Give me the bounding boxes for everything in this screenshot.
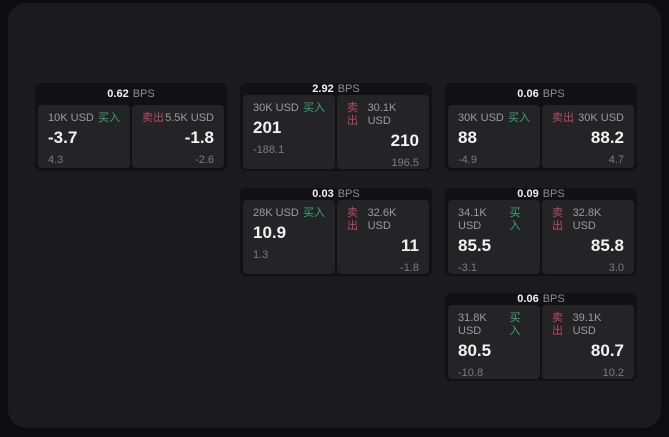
quote-card: 0.09 BPS 34.1K USD 买入 85.5 -3.1 卖出 32.8K…	[445, 188, 637, 276]
bps-header: 0.62 BPS	[35, 83, 227, 105]
sell-panel[interactable]: 卖出 30.1K USD 210 196.5	[337, 95, 429, 169]
buy-side-label: 买入	[508, 112, 530, 124]
bps-value: 0.03	[312, 188, 334, 200]
sell-amount: 32.8K USD	[572, 207, 602, 232]
bps-unit-label: BPS	[132, 88, 155, 100]
sell-side-label: 卖出	[347, 207, 358, 232]
sell-panel[interactable]: 卖出 5.5K USD -1.8 -2.6	[132, 105, 224, 168]
buy-delta: -3.1	[458, 262, 477, 274]
buy-sell-panels: 10K USD 买入 -3.7 4.3 卖出 5.5K USD -1.8 -2.…	[35, 105, 227, 171]
sell-panel[interactable]: 卖出 32.6K USD 11 -1.8	[337, 200, 429, 274]
sell-side-label: 卖出	[552, 207, 563, 232]
bps-unit-label: BPS	[542, 293, 565, 305]
bps-unit-label: BPS	[542, 88, 565, 100]
buy-sell-panels: 28K USD 买入 10.9 1.3 卖出 32.6K USD 11 -1.8	[240, 200, 432, 277]
buy-side-label: 买入	[303, 102, 325, 114]
bps-value: 0.06	[517, 293, 539, 305]
buy-price: 85.5	[458, 236, 492, 255]
sell-amount: 32.6K USD	[367, 207, 397, 232]
sell-side-label: 卖出	[347, 102, 358, 127]
buy-delta: -188.1	[253, 144, 285, 156]
buy-side-label: 买入	[509, 207, 521, 232]
quote-cards-grid: 0.62 BPS 10K USD 买入 -3.7 4.3 卖出 5.5K USD	[35, 83, 637, 381]
bps-header: 2.92 BPS	[240, 83, 432, 95]
bps-value: 2.92	[312, 83, 334, 95]
quote-card: 0.06 BPS 31.8K USD 买入 80.5 -10.8 卖出 39.1…	[445, 293, 637, 381]
buy-side-label: 买入	[509, 312, 521, 337]
bps-header: 0.03 BPS	[240, 188, 432, 200]
buy-delta: -10.8	[458, 367, 484, 379]
sell-delta: 10.2	[602, 367, 624, 379]
sell-panel[interactable]: 卖出 39.1K USD 80.7 10.2	[542, 305, 634, 379]
bps-value: 0.09	[517, 188, 539, 200]
quote-card: 0.62 BPS 10K USD 买入 -3.7 4.3 卖出 5.5K USD	[35, 83, 227, 171]
buy-sell-panels: 30K USD 买入 88 -4.9 卖出 30K USD 88.2 4.7	[445, 105, 637, 171]
sell-side-label: 卖出	[552, 112, 574, 124]
sell-amount: 39.1K USD	[572, 312, 602, 337]
bps-unit-label: BPS	[337, 188, 360, 200]
buy-price: 80.5	[458, 341, 492, 360]
buy-panel[interactable]: 10K USD 买入 -3.7 4.3	[38, 105, 130, 168]
buy-panel[interactable]: 31.8K USD 买入 80.5 -10.8	[448, 305, 540, 379]
sell-delta: -1.8	[400, 262, 419, 274]
quote-card: 0.06 BPS 30K USD 买入 88 -4.9 卖出 30K USD	[445, 83, 637, 171]
bps-header: 0.06 BPS	[445, 293, 637, 305]
buy-delta: 1.3	[253, 249, 269, 261]
buy-price: 10.9	[253, 223, 287, 242]
sell-side-label: 卖出	[552, 312, 563, 337]
buy-amount: 30K USD	[253, 102, 299, 114]
buy-side-label: 买入	[303, 207, 325, 219]
buy-amount: 31.8K USD	[458, 312, 487, 337]
sell-delta: 196.5	[391, 157, 419, 169]
buy-price: -3.7	[48, 128, 78, 147]
app-panel: 0.62 BPS 10K USD 买入 -3.7 4.3 卖出 5.5K USD	[8, 3, 661, 428]
sell-panel[interactable]: 卖出 30K USD 88.2 4.7	[542, 105, 634, 168]
buy-delta: -4.9	[458, 154, 477, 166]
sell-amount: 5.5K USD	[165, 112, 214, 124]
bps-value: 0.62	[107, 88, 129, 100]
bps-header: 0.06 BPS	[445, 83, 637, 105]
sell-delta: 4.7	[608, 154, 624, 166]
buy-price: 88	[458, 128, 477, 147]
sell-side-label: 卖出	[142, 112, 164, 124]
buy-panel[interactable]: 28K USD 买入 10.9 1.3	[243, 200, 335, 274]
quote-card: 2.92 BPS 30K USD 买入 201 -188.1 卖出 30.1K …	[240, 83, 432, 171]
sell-delta: 3.0	[608, 262, 624, 274]
buy-panel[interactable]: 30K USD 买入 88 -4.9	[448, 105, 540, 168]
buy-sell-panels: 31.8K USD 买入 80.5 -10.8 卖出 39.1K USD 80.…	[445, 305, 637, 382]
buy-panel[interactable]: 30K USD 买入 201 -188.1	[243, 95, 335, 169]
buy-price: 201	[253, 118, 282, 137]
buy-panel[interactable]: 34.1K USD 买入 85.5 -3.1	[448, 200, 540, 274]
buy-amount: 30K USD	[458, 112, 504, 124]
sell-price: 85.8	[590, 236, 624, 255]
buy-sell-panels: 34.1K USD 买入 85.5 -3.1 卖出 32.8K USD 85.8…	[445, 200, 637, 277]
sell-price: 88.2	[590, 128, 624, 147]
sell-price: 80.7	[590, 341, 624, 360]
sell-amount: 30.1K USD	[367, 102, 397, 127]
sell-price: 11	[401, 236, 419, 255]
buy-sell-panels: 30K USD 买入 201 -188.1 卖出 30.1K USD 210 1…	[240, 95, 432, 172]
bps-unit-label: BPS	[337, 83, 360, 95]
sell-delta: -2.6	[195, 154, 214, 166]
bps-unit-label: BPS	[542, 188, 565, 200]
buy-amount: 34.1K USD	[458, 207, 487, 232]
sell-price: 210	[390, 131, 419, 150]
buy-delta: 4.3	[48, 154, 64, 166]
buy-amount: 10K USD	[48, 112, 94, 124]
quote-card: 0.03 BPS 28K USD 买入 10.9 1.3 卖出 32.6K US…	[240, 188, 432, 276]
bps-value: 0.06	[517, 88, 539, 100]
sell-panel[interactable]: 卖出 32.8K USD 85.8 3.0	[542, 200, 634, 274]
sell-amount: 30K USD	[578, 112, 624, 124]
buy-side-label: 买入	[98, 112, 120, 124]
sell-price: -1.8	[184, 128, 214, 147]
bps-header: 0.09 BPS	[445, 188, 637, 200]
buy-amount: 28K USD	[253, 207, 299, 219]
